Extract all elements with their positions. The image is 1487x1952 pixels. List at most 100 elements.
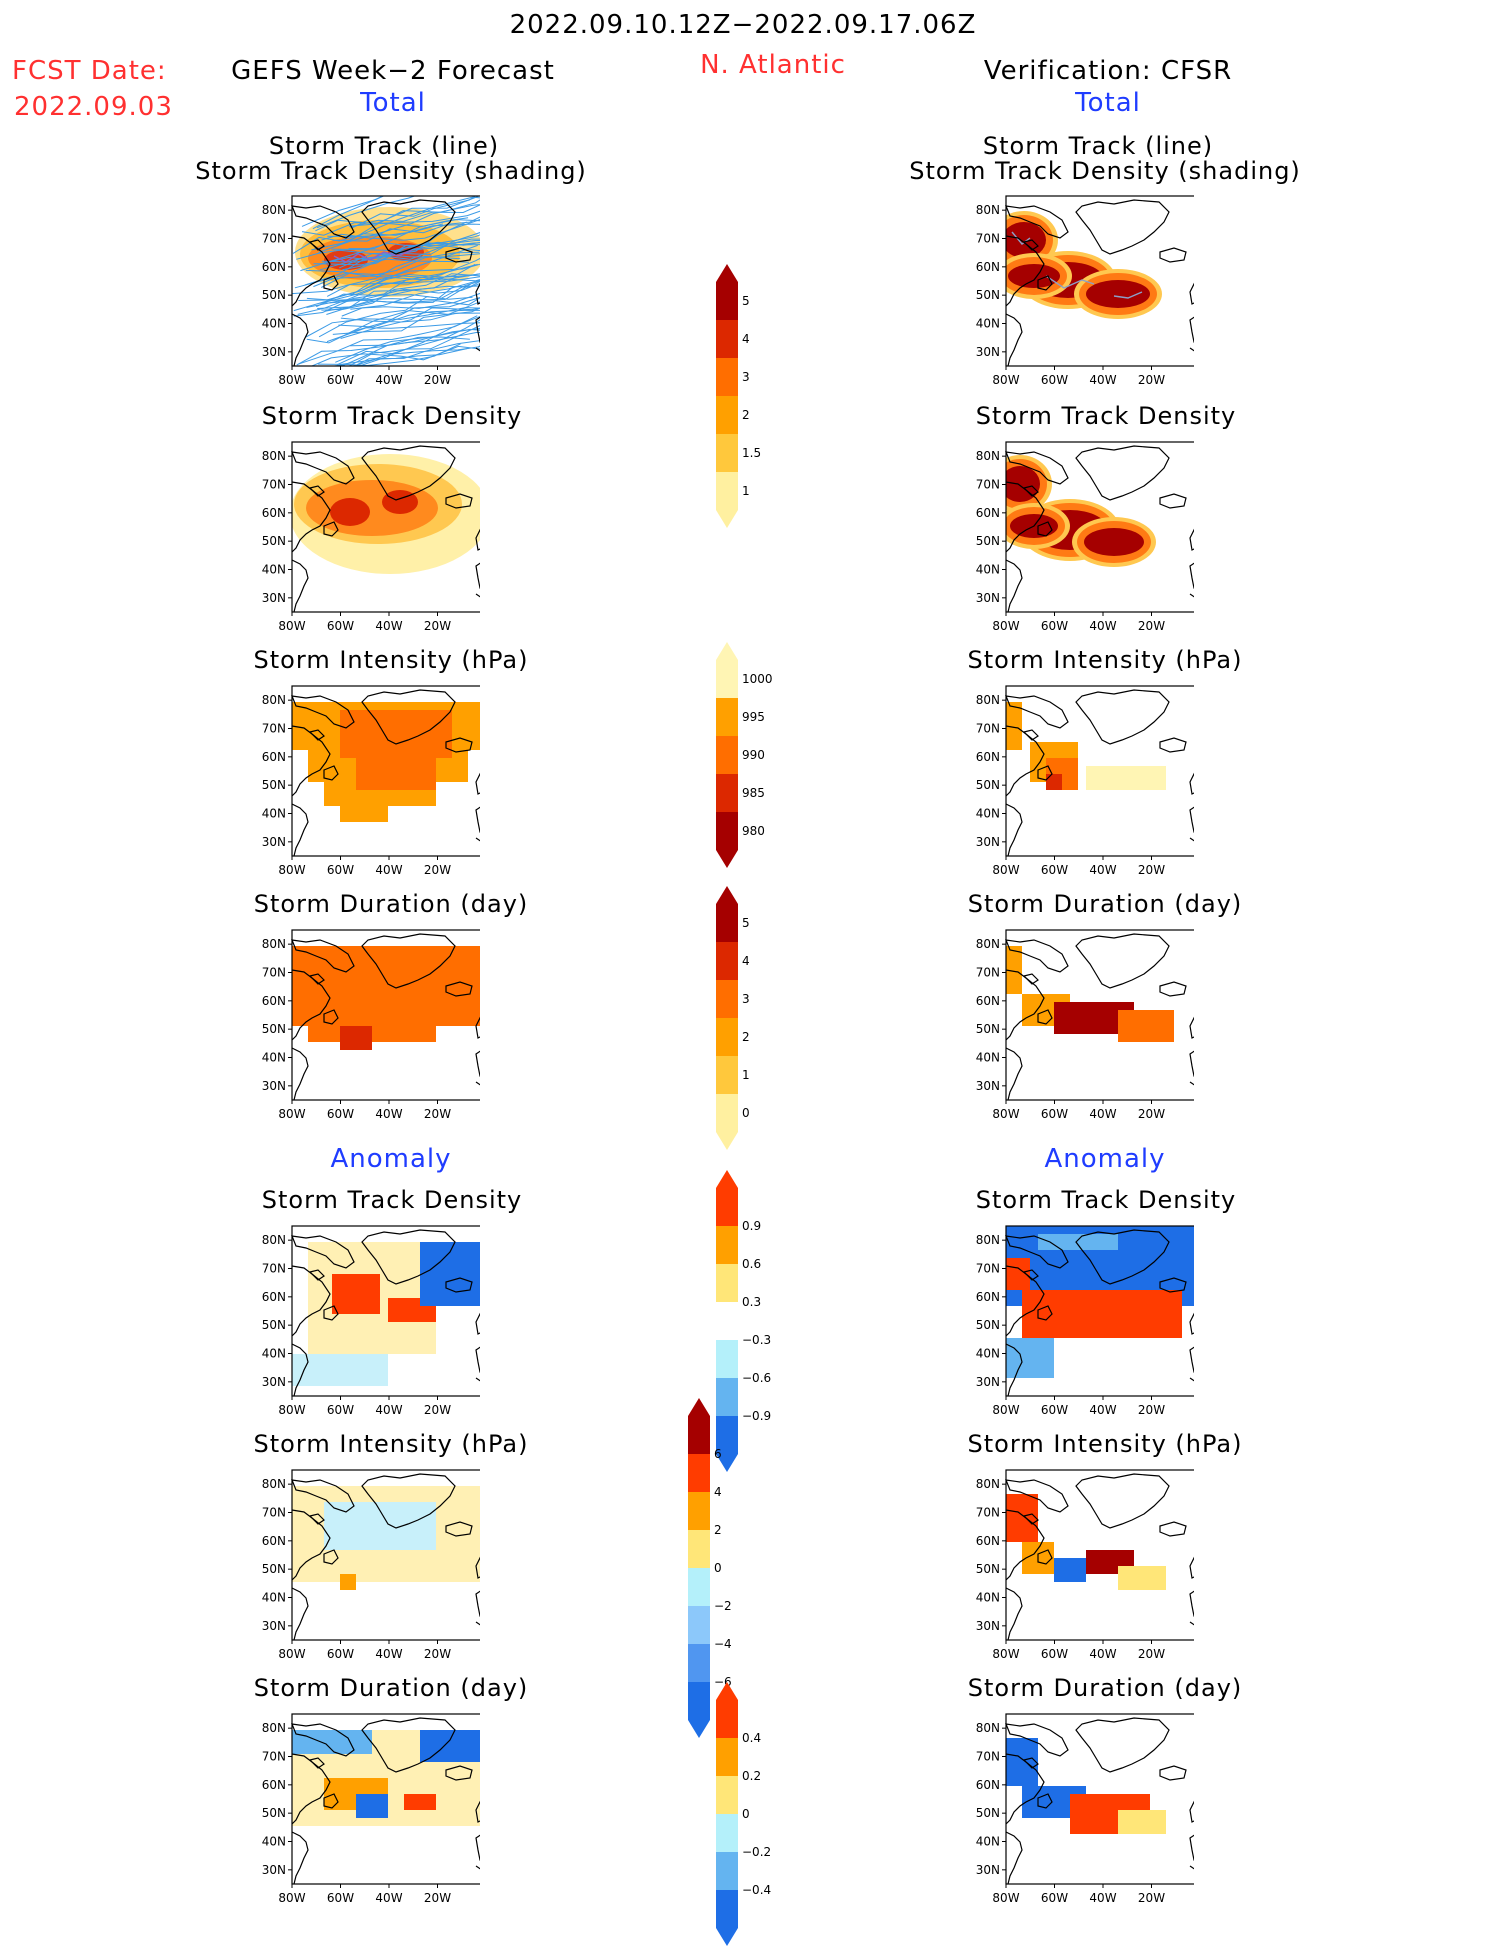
lat-tick-label: 50N xyxy=(976,1562,1000,1576)
colorbar-segment xyxy=(716,1188,738,1226)
lat-tick-label: 40N xyxy=(976,1347,1000,1361)
panel-title-intensity-anom-left: Storm Intensity (hPa) xyxy=(253,1430,529,1458)
colorbar-segment xyxy=(716,1264,738,1302)
colorbar-segment xyxy=(716,980,738,1018)
lat-tick-label: 50N xyxy=(976,1022,1000,1036)
shaded-cell xyxy=(404,1794,436,1810)
lat-tick-label: 50N xyxy=(262,1022,286,1036)
lat-tick-label: 40N xyxy=(976,1051,1000,1065)
colorbar-label: 6 xyxy=(714,1447,722,1461)
map-panel-duration-right: 80N70N60N50N40N30N80W60W40W20W0 xyxy=(964,926,1194,1136)
coastline xyxy=(291,933,480,1101)
lon-tick-label: 60W xyxy=(327,1891,354,1905)
lat-tick-label: 60N xyxy=(262,750,286,764)
lat-tick-label: 50N xyxy=(976,1806,1000,1820)
date-range-title: 2022.09.10.12Z−2022.09.17.06Z xyxy=(509,10,977,40)
lat-tick-label: 30N xyxy=(976,1619,1000,1633)
coastline xyxy=(291,445,480,613)
shaded-cell xyxy=(1086,766,1166,790)
colorbar-segment xyxy=(716,812,738,850)
colorbar-label: 1 xyxy=(742,484,750,498)
lat-tick-label: 50N xyxy=(262,1318,286,1332)
colorbar-segment xyxy=(716,472,738,510)
map-panel-density-left: 80N70N60N50N40N30N80W60W40W20W0 xyxy=(250,438,480,648)
lat-tick-label: 30N xyxy=(976,1375,1000,1389)
shaded-cell xyxy=(1118,1010,1174,1042)
lat-tick-label: 40N xyxy=(262,317,286,331)
colorbar-label: 4 xyxy=(714,1485,722,1499)
lon-tick-label: 80W xyxy=(992,1107,1019,1121)
coastline xyxy=(1005,445,1194,613)
map-panel-density-anom-right: 80N70N60N50N40N30N80W60W40W20W0 xyxy=(964,1222,1194,1432)
colorbar-segment xyxy=(716,1776,738,1814)
lon-tick-label: 40W xyxy=(1089,1647,1116,1661)
lat-tick-label: 30N xyxy=(262,591,286,605)
panel-title-density-anom-right: Storm Track Density xyxy=(975,1186,1237,1214)
colorbar-segment xyxy=(716,774,738,812)
colorbar-label: 5 xyxy=(742,294,750,308)
lat-tick-label: 60N xyxy=(976,506,1000,520)
colorbar-segment xyxy=(716,434,738,472)
lon-tick-label: 40W xyxy=(375,619,402,633)
colorbar-label: 0 xyxy=(714,1561,722,1575)
colorbar-label: −0.4 xyxy=(742,1883,771,1897)
lon-tick-label: 60W xyxy=(327,373,354,387)
shaded-cell xyxy=(1006,946,1022,994)
colorbar-label: 985 xyxy=(742,786,765,800)
lat-tick-label: 30N xyxy=(976,835,1000,849)
lat-tick-label: 80N xyxy=(262,1721,286,1735)
colorbar-segment xyxy=(716,1416,738,1454)
colorbar-segment xyxy=(688,1682,710,1720)
shaded-region xyxy=(306,480,438,536)
lon-tick-label: 80W xyxy=(278,619,305,633)
lat-tick-label: 40N xyxy=(976,317,1000,331)
lat-tick-label: 30N xyxy=(262,1375,286,1389)
lat-tick-label: 40N xyxy=(262,1347,286,1361)
colorbar-label: 0.2 xyxy=(742,1769,761,1783)
colorbar-label: 1.5 xyxy=(742,446,761,460)
colorbar-segment xyxy=(688,1530,710,1568)
lat-tick-label: 60N xyxy=(976,1534,1000,1548)
lat-tick-label: 70N xyxy=(976,1262,1000,1276)
lat-tick-label: 80N xyxy=(262,1477,286,1491)
colorbar-segment xyxy=(688,1606,710,1644)
map-panel-duration-anom-left: 80N70N60N50N40N30N80W60W40W20W0 xyxy=(250,1710,480,1920)
panel-title-track-shading-left: Storm Track Density (shading) xyxy=(195,157,587,185)
lat-tick-label: 30N xyxy=(262,835,286,849)
lon-tick-label: 40W xyxy=(375,1107,402,1121)
colorbar-segment xyxy=(716,1852,738,1890)
lat-tick-label: 80N xyxy=(262,449,286,463)
colorbar-label: −4 xyxy=(714,1637,732,1651)
shaded-cell xyxy=(1046,774,1062,790)
map-panel-track-line-left: 80N70N60N50N40N30N80W60W40W20W0 xyxy=(250,192,480,402)
colorbar-storm-intensity: 1000 995 990 985 980 xyxy=(710,640,790,874)
lon-tick-label: 80W xyxy=(278,373,305,387)
colorbar-segment xyxy=(688,1492,710,1530)
lon-tick-label: 60W xyxy=(1041,619,1068,633)
colorbar-segment xyxy=(716,942,738,980)
lat-tick-label: 60N xyxy=(976,1290,1000,1304)
colorbar-label: 4 xyxy=(742,332,750,346)
shaded-cell xyxy=(1006,702,1022,750)
lat-tick-label: 50N xyxy=(262,1562,286,1576)
colorbar-segment xyxy=(716,1814,738,1852)
lat-tick-label: 40N xyxy=(976,807,1000,821)
lon-tick-label: 40W xyxy=(375,1891,402,1905)
lon-tick-label: 80W xyxy=(992,1403,1019,1417)
panel-title-intensity-left: Storm Intensity (hPa) xyxy=(253,646,529,674)
lon-tick-label: 80W xyxy=(278,863,305,877)
right-column-title: Verification: CFSR xyxy=(983,56,1233,86)
lat-tick-label: 30N xyxy=(976,591,1000,605)
panel-title-intensity-right: Storm Intensity (hPa) xyxy=(967,646,1243,674)
colorbar-segment xyxy=(716,1700,738,1738)
lat-tick-label: 40N xyxy=(262,1591,286,1605)
anomaly-label-left: Anomaly xyxy=(330,1144,452,1174)
lon-tick-label: 20W xyxy=(424,373,451,387)
colorbar-intensity-anomaly: 6 4 2 0 −2 −4 −6 xyxy=(682,1396,762,1744)
lat-tick-label: 70N xyxy=(262,722,286,736)
colorbar-label: 0.9 xyxy=(742,1219,761,1233)
lat-tick-label: 50N xyxy=(262,288,286,302)
total-label-right: Total xyxy=(1075,88,1141,118)
lon-tick-label: 20W xyxy=(424,1403,451,1417)
shaded-cell xyxy=(340,1026,372,1050)
